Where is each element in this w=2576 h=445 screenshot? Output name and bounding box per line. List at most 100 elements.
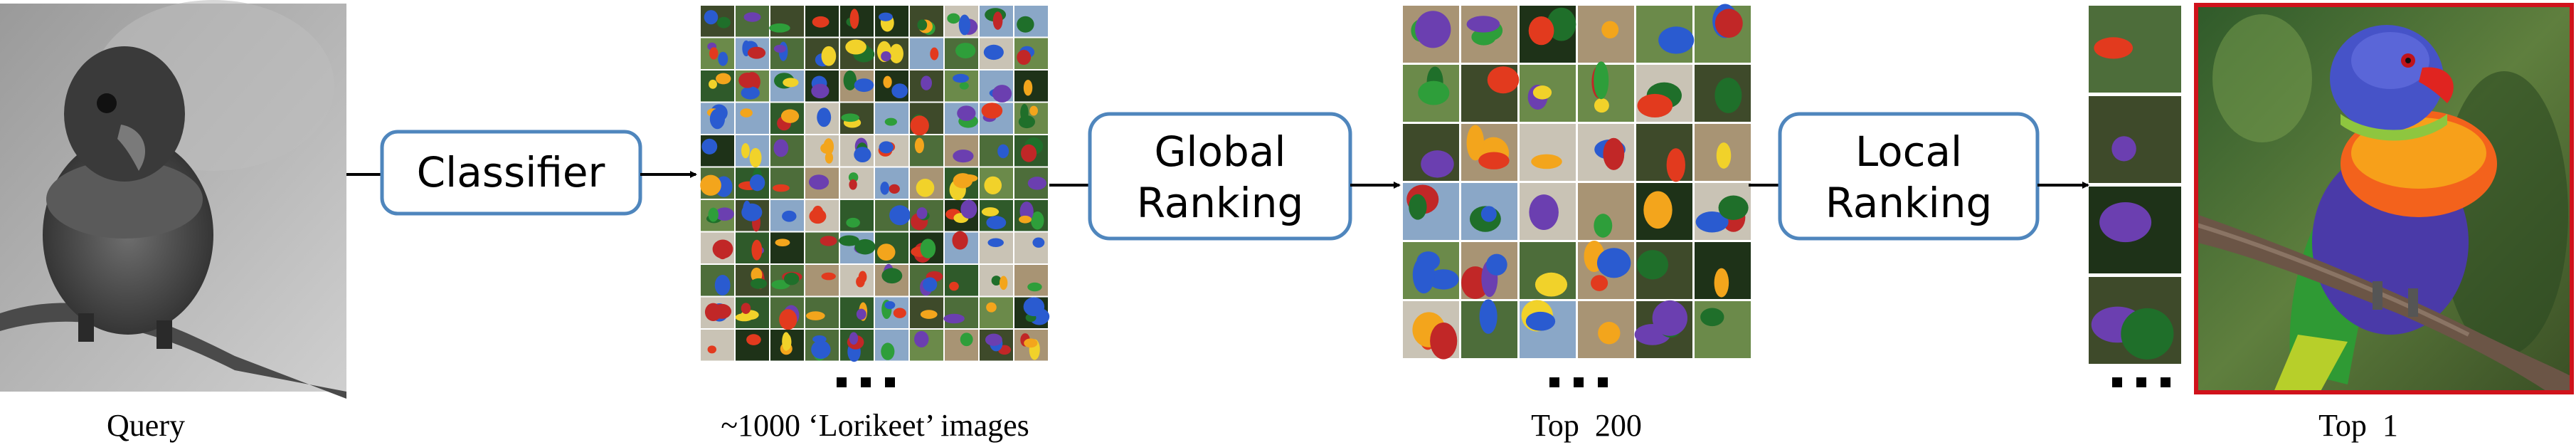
thumbnail-image xyxy=(945,135,978,167)
thumbnail-image xyxy=(945,167,978,201)
thumbnail-image xyxy=(875,38,908,69)
thumbnail-image xyxy=(770,70,804,102)
thumbnail-image xyxy=(1520,124,1576,181)
global-ranking-box: Global Ranking xyxy=(1088,112,1352,241)
thumbnail-image xyxy=(1578,6,1634,63)
classifier-label: Classifier xyxy=(417,148,605,197)
thumbnail-image xyxy=(1014,135,1048,167)
thumbnail-image xyxy=(875,167,908,199)
thumbnail-image xyxy=(945,103,978,134)
thumbnail-image xyxy=(980,200,1013,231)
thumbnail-image xyxy=(736,200,769,232)
thumbnail-image xyxy=(1695,301,1751,358)
thumbnail-image xyxy=(910,135,943,167)
thumbnail-image xyxy=(840,103,874,134)
thumbnail-image xyxy=(770,200,804,231)
thumbnail-image xyxy=(1014,38,1048,69)
thumbnail-image xyxy=(1403,242,1459,299)
thumbnail-image xyxy=(736,103,769,134)
thumbnail-image xyxy=(805,297,839,328)
thumbnail-image xyxy=(1695,124,1751,181)
thumbnail-image xyxy=(805,167,839,199)
thumbnail-image xyxy=(980,38,1013,69)
thumbnail-image xyxy=(910,167,943,199)
thumbnail-image xyxy=(770,265,804,296)
thumbnail-image xyxy=(1636,242,1692,299)
top200-image-grid xyxy=(1403,4,1751,360)
thumbnail-image xyxy=(805,38,839,69)
thumbnail-image xyxy=(910,70,943,102)
thumbnail-image xyxy=(736,232,769,263)
thumbnail-image xyxy=(701,200,734,231)
thumbnail-image xyxy=(1578,240,1634,299)
thumbnail-image xyxy=(1014,265,1048,296)
thumbnail-image xyxy=(1461,299,1517,358)
thumbnail-image xyxy=(875,135,908,167)
thumbnail-image xyxy=(910,330,943,361)
thumbnail-image xyxy=(1461,6,1517,63)
query-image xyxy=(0,0,346,399)
thumbnail-image xyxy=(1695,4,1751,63)
caption-top1: Top 1 xyxy=(2318,408,2398,443)
thumbnail-image xyxy=(736,135,769,168)
thumbnail-image xyxy=(1520,6,1576,63)
thumbnail-image xyxy=(1403,6,1459,63)
thumbnail-image xyxy=(736,38,769,69)
thumbnail-image xyxy=(805,232,839,263)
ellipsis-icon xyxy=(837,377,895,387)
thumbnail-image xyxy=(980,167,1013,199)
thumbnail-image xyxy=(980,70,1013,103)
thumbnail-image xyxy=(839,232,876,263)
thumbnail-image xyxy=(840,265,874,296)
thumbnail-image xyxy=(770,135,804,167)
thumbnail-image xyxy=(980,265,1013,296)
thumbnail-image xyxy=(1014,297,1050,328)
thumbnail-image xyxy=(770,330,804,361)
thumbnail-image xyxy=(945,265,978,296)
thumbnail-image xyxy=(1578,124,1634,181)
thumbnail-image xyxy=(1636,65,1692,122)
thumbnail-image xyxy=(1403,183,1459,240)
thumbnail-image xyxy=(875,103,908,134)
thumbnail-image xyxy=(701,103,734,134)
thumbnail-image xyxy=(700,167,734,199)
thumbnail-image xyxy=(736,167,769,199)
thumbnail-image xyxy=(875,297,908,328)
thumbnail-image xyxy=(1014,6,1048,37)
thumbnail-image xyxy=(875,70,908,102)
thumbnail-image xyxy=(980,297,1013,328)
thumbnail-image xyxy=(1520,300,1576,358)
thumbnail-image xyxy=(875,200,911,231)
thumbnail-image xyxy=(805,70,839,102)
caption-top200: Top 200 xyxy=(1531,408,1642,443)
thumbnail-image xyxy=(945,231,978,263)
thumbnail-image xyxy=(840,38,875,69)
thumbnail-image xyxy=(945,38,978,69)
ellipsis-icon xyxy=(2112,377,2170,387)
thumbnail-image xyxy=(2089,187,2181,273)
thumbnail-image xyxy=(875,6,908,37)
thumbnail-image xyxy=(1520,242,1576,299)
thumbnail-image xyxy=(1014,167,1048,199)
thumbnail-image xyxy=(701,135,734,167)
thumbnail-image xyxy=(701,297,734,328)
thumbnail-image xyxy=(1461,242,1517,299)
global-ranking-label-line2: Ranking xyxy=(1137,179,1304,227)
global-ranking-label-line1: Global xyxy=(1154,127,1286,176)
thumbnail-image xyxy=(1636,6,1695,63)
thumbnail-image xyxy=(840,200,874,231)
thumbnail-image xyxy=(701,232,734,263)
thumbnail-image xyxy=(2089,6,2181,93)
thumbnail-image xyxy=(736,6,769,37)
thumbnail-image xyxy=(910,103,943,136)
thumbnail-image xyxy=(1695,65,1751,122)
thumbnail-image xyxy=(736,70,769,102)
thumbnail-image xyxy=(805,6,839,37)
thumbnail-image xyxy=(770,297,804,330)
thumbnail-image xyxy=(980,330,1013,361)
thumbnail-image xyxy=(805,265,839,296)
thumbnail-image xyxy=(1403,301,1459,360)
thumbnail-image xyxy=(701,6,734,37)
thumbnail-image xyxy=(910,38,943,69)
